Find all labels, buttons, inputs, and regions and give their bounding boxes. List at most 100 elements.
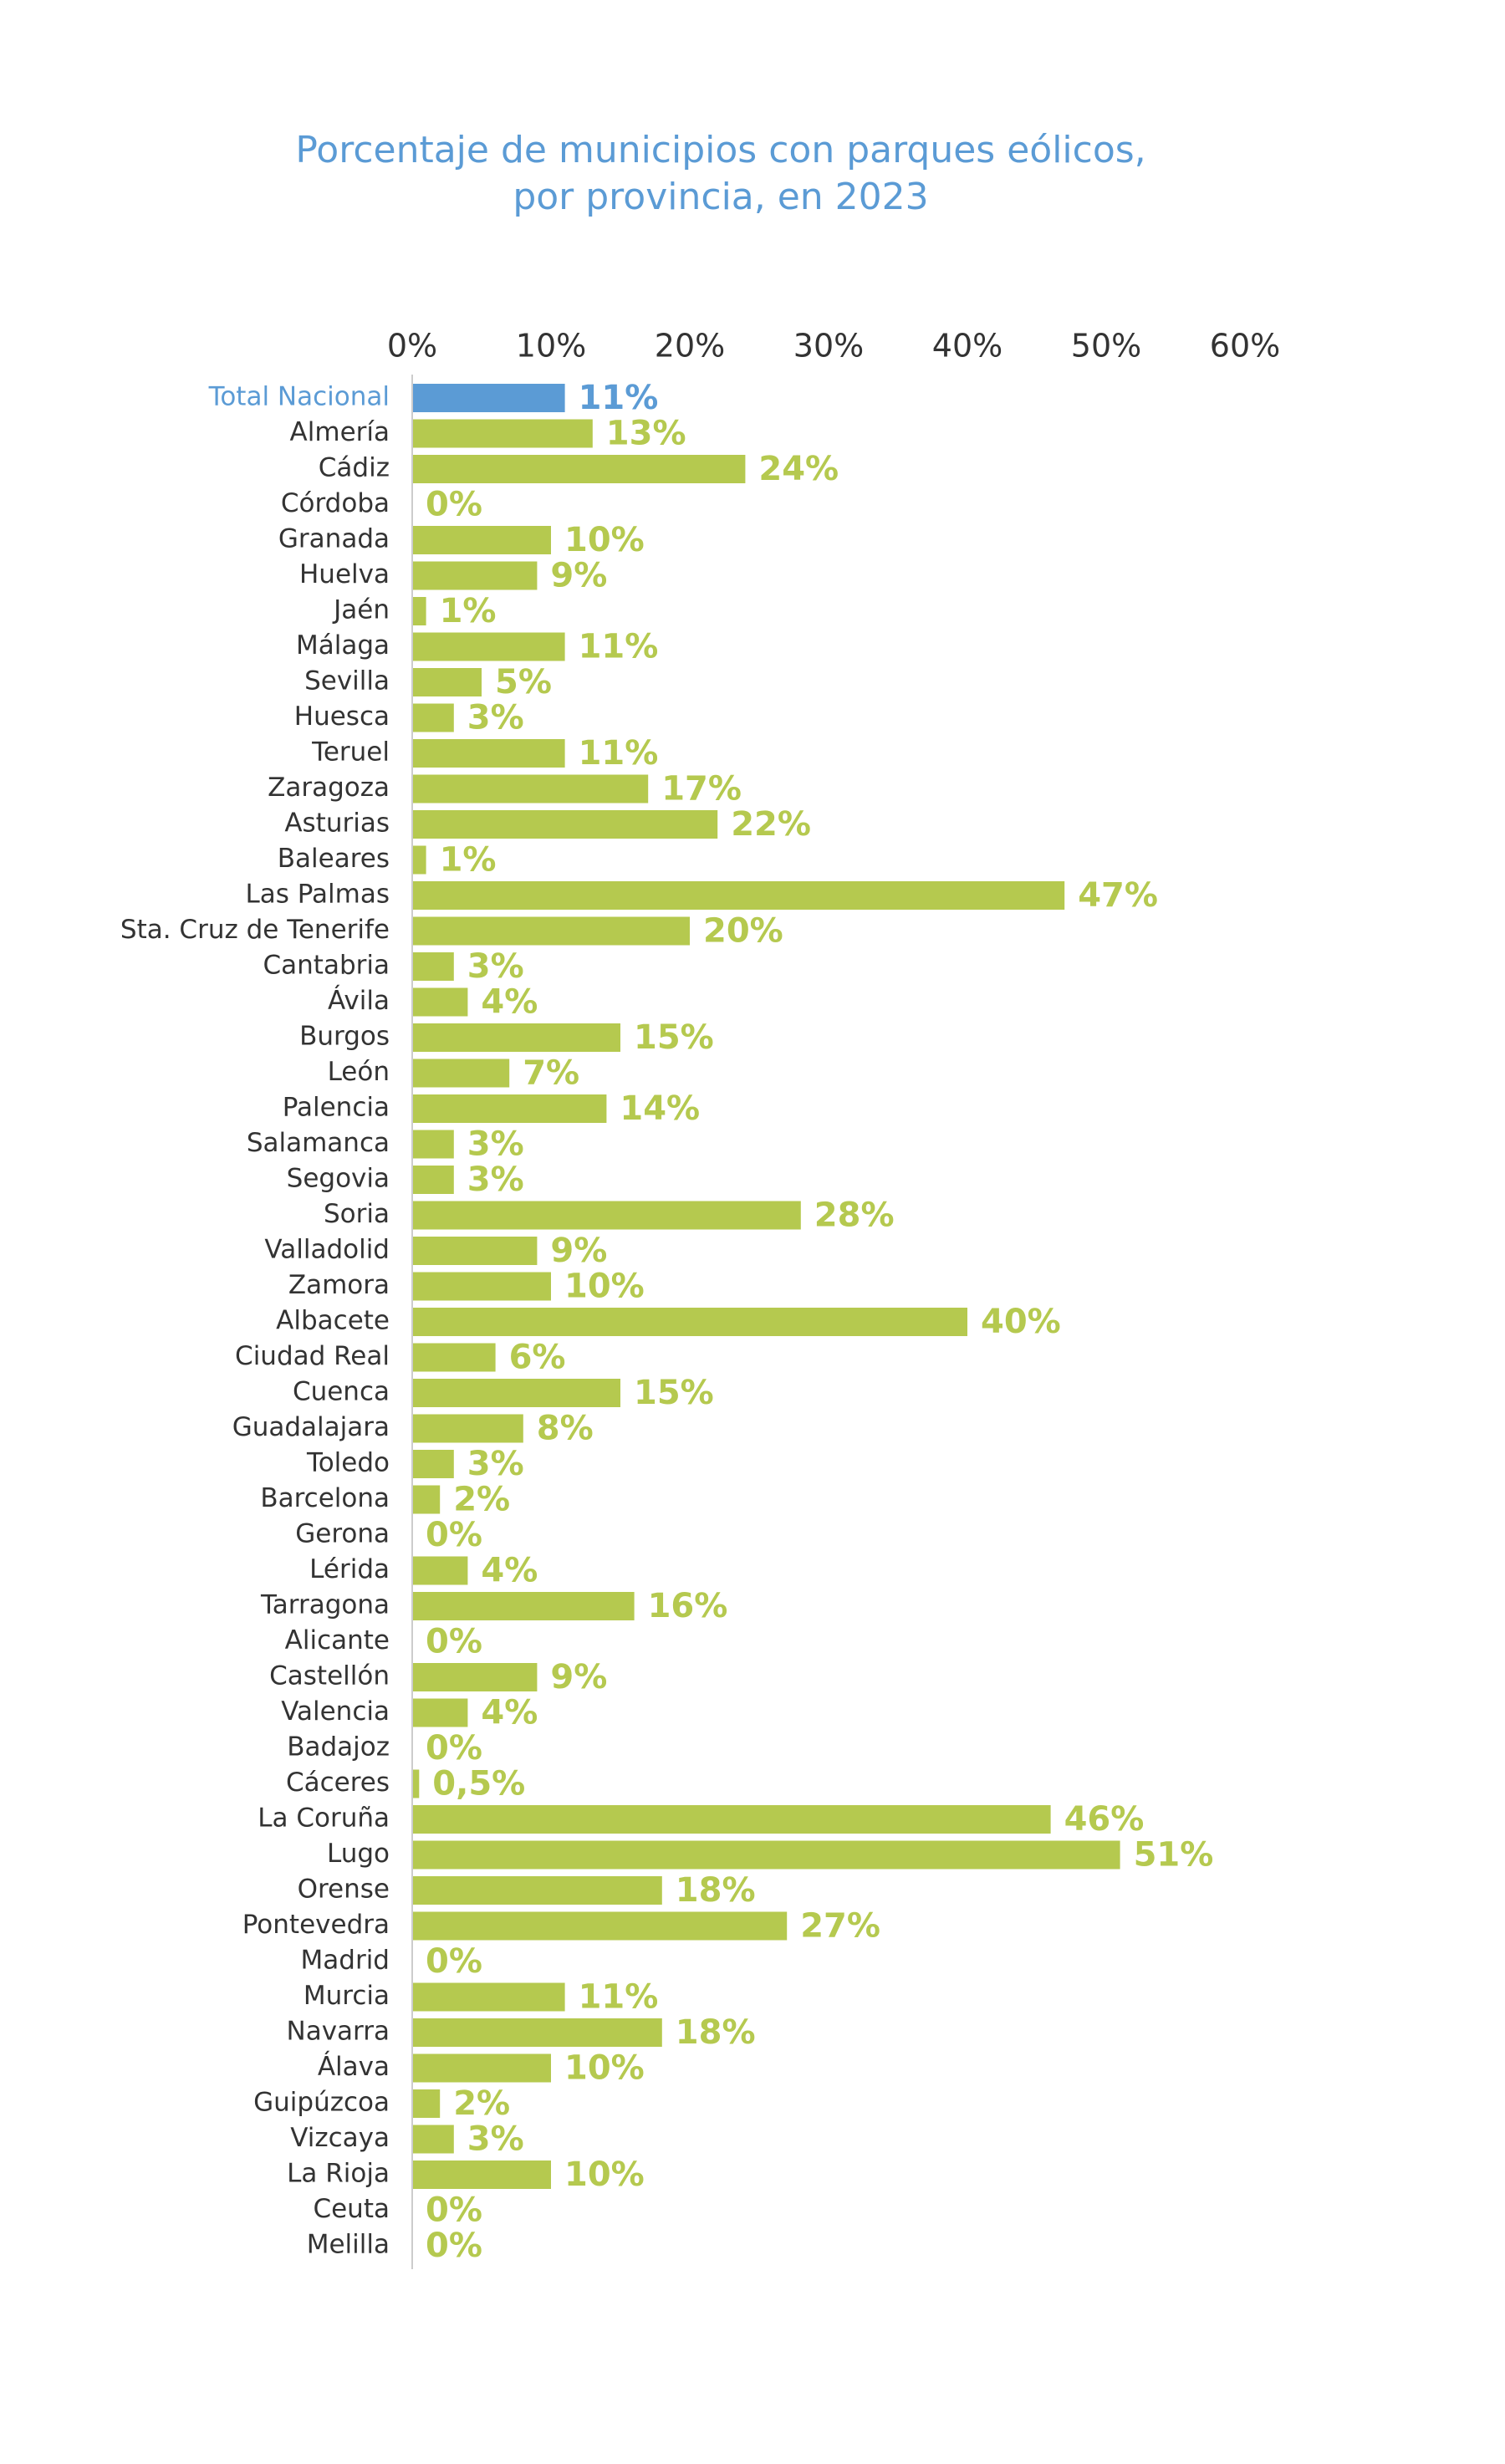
value-label: 40% — [981, 1303, 1061, 1341]
y-tick-label: Palencia — [283, 1093, 390, 1123]
y-tick-label: Teruel — [311, 737, 390, 768]
bar — [412, 1592, 635, 1620]
x-tick-label: 0% — [387, 328, 437, 365]
value-label: 18% — [676, 1871, 756, 1910]
y-tick-label: Córdoba — [281, 488, 390, 518]
y-tick-label: Lérida — [309, 1554, 390, 1584]
bar — [412, 1379, 620, 1407]
y-tick-label: Madrid — [301, 1946, 390, 1976]
y-tick-label: Huesca — [294, 701, 390, 732]
bar — [412, 2089, 441, 2118]
value-label: 3% — [467, 699, 524, 737]
bar — [412, 419, 593, 448]
value-label: 46% — [1064, 1800, 1145, 1839]
bar — [412, 1982, 565, 2012]
y-tick-label: Navarra — [287, 2017, 390, 2047]
bar — [412, 703, 454, 732]
y-tick-label: Huelva — [299, 559, 390, 589]
bar — [412, 526, 551, 554]
value-label: 51% — [1134, 1836, 1214, 1875]
bar — [412, 1450, 454, 1478]
value-label: 1% — [440, 592, 497, 630]
bar — [412, 632, 565, 661]
y-tick-label: Valladolid — [264, 1235, 390, 1265]
bar — [412, 881, 1065, 910]
value-label: 3% — [467, 1161, 524, 1199]
bar — [412, 1805, 1051, 1834]
value-label: 24% — [758, 450, 839, 488]
bar — [412, 1876, 662, 1905]
y-tick-label: Sevilla — [304, 666, 390, 696]
y-tick-label: Jaén — [332, 595, 390, 625]
value-label: 11% — [579, 628, 659, 666]
bar — [412, 668, 482, 696]
x-tick-label: 40% — [932, 328, 1002, 365]
value-label: 10% — [564, 1268, 645, 1306]
x-tick-label: 60% — [1210, 328, 1280, 365]
value-label: 11% — [579, 379, 659, 417]
y-tick-label: Lugo — [327, 1839, 390, 1869]
y-tick-label: Málaga — [296, 630, 390, 661]
value-label: 0% — [426, 1942, 482, 1981]
y-tick-label: Ciudad Real — [235, 1341, 390, 1371]
value-label: 3% — [467, 1125, 524, 1164]
value-label: 27% — [800, 1907, 880, 1946]
y-tick-label: Badajoz — [287, 1732, 390, 1763]
y-tick-label: Murcia — [304, 1981, 390, 2011]
bar — [412, 916, 690, 946]
value-label: 4% — [481, 983, 538, 1022]
bar — [412, 561, 538, 590]
bar — [412, 774, 649, 803]
bar — [412, 1343, 496, 1372]
value-label: 8% — [537, 1410, 594, 1448]
value-label: 3% — [467, 947, 524, 986]
bar — [412, 810, 718, 839]
bar — [412, 597, 426, 625]
y-tick-label: Soria — [324, 1199, 390, 1229]
y-tick-label: León — [328, 1057, 390, 1087]
bar — [412, 2160, 551, 2189]
value-label: 9% — [550, 557, 607, 595]
value-label: 0% — [426, 2191, 482, 2230]
y-tick-label: Albacete — [276, 1306, 390, 1336]
chart-title: Porcentaje de municipios con parques eól… — [295, 129, 1145, 171]
value-label: 2% — [453, 1481, 510, 1519]
bar — [412, 1911, 788, 1941]
y-tick-label: Barcelona — [260, 1483, 390, 1513]
y-tick-label: Valencia — [281, 1696, 390, 1727]
y-tick-label: Gerona — [295, 1519, 390, 1549]
bar — [412, 1237, 538, 1265]
y-tick-label: Ceuta — [313, 2194, 390, 2224]
y-tick-label: Guipúzcoa — [253, 2088, 390, 2118]
y-tick-label: La Coruña — [258, 1803, 390, 1834]
bar — [412, 987, 468, 1017]
value-label: 15% — [634, 1018, 714, 1057]
y-tick-label: Orense — [298, 1875, 390, 1905]
y-tick-label: Ávila — [328, 986, 390, 1016]
bar — [412, 1840, 1120, 1870]
value-label: 3% — [467, 2120, 524, 2159]
value-label: 0% — [426, 2227, 482, 2265]
value-label: 10% — [564, 521, 645, 559]
bar — [412, 1166, 454, 1194]
y-tick-label: Castellón — [269, 1661, 390, 1691]
y-tick-label: Granada — [278, 524, 390, 554]
y-tick-label: Cádiz — [319, 453, 390, 483]
y-tick-label: Segovia — [287, 1164, 390, 1194]
value-label: 1% — [440, 841, 497, 880]
value-label: 10% — [564, 2049, 645, 2088]
y-tick-label: Tarragona — [260, 1590, 390, 1620]
value-label: 47% — [1078, 876, 1158, 915]
y-tick-label: Cantabria — [263, 951, 390, 981]
bar — [412, 845, 426, 875]
bar — [412, 1414, 523, 1443]
bar — [412, 1663, 538, 1691]
bar — [412, 952, 454, 981]
value-label: 11% — [579, 734, 659, 773]
value-label: 14% — [620, 1089, 700, 1128]
value-label: 2% — [453, 2084, 510, 2123]
value-label: 0% — [426, 1516, 482, 1554]
y-tick-label: Burgos — [299, 1022, 390, 1052]
value-label: 0,5% — [432, 1765, 525, 1803]
